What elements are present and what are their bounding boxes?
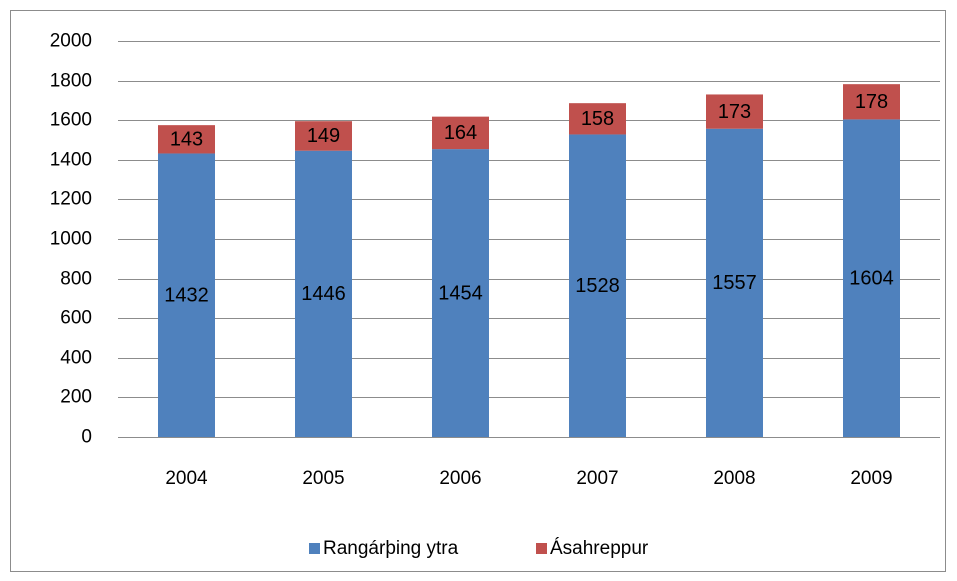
bar-segment <box>158 153 215 438</box>
y-tick-label: 800 <box>60 269 92 290</box>
legend-swatch <box>309 543 320 554</box>
x-tick-label: 2004 <box>165 468 208 489</box>
data-label: 173 <box>718 101 751 123</box>
bar-segment <box>432 116 489 150</box>
data-label: 1528 <box>575 275 620 297</box>
data-label: 1446 <box>301 283 346 305</box>
x-tick-label: 2005 <box>302 468 344 489</box>
y-tick-label: 1400 <box>50 150 92 171</box>
data-label: 1454 <box>438 282 483 304</box>
data-label: 158 <box>581 108 614 130</box>
y-tick-label: 600 <box>60 308 92 329</box>
data-label: 143 <box>170 129 203 151</box>
bar-segment <box>295 121 352 151</box>
y-tick-label: 0 <box>81 427 92 448</box>
x-tick-label: 2009 <box>850 468 892 489</box>
bar-segment <box>432 149 489 437</box>
legend-label: Ásahreppur <box>550 538 649 559</box>
bar-segment <box>843 84 900 120</box>
legend-label: Rangárþing ytra <box>323 538 459 559</box>
bar-segment <box>569 134 626 437</box>
y-tick-label: 1200 <box>50 189 92 210</box>
data-label: 1557 <box>712 272 757 294</box>
data-label: 149 <box>307 125 340 147</box>
data-label: 1604 <box>849 267 894 289</box>
bar-segment <box>706 128 763 438</box>
data-label: 164 <box>444 122 477 144</box>
bar-segment <box>706 94 763 129</box>
bar-segment <box>295 150 352 437</box>
x-tick-label: 2008 <box>713 468 755 489</box>
y-tick-label: 2000 <box>50 31 92 52</box>
y-tick-label: 400 <box>60 348 92 369</box>
x-tick-label: 2006 <box>439 468 481 489</box>
legend-swatch <box>536 543 547 554</box>
data-label: 1432 <box>164 285 209 307</box>
bar-segment <box>569 103 626 135</box>
bar-segment <box>158 125 215 154</box>
y-tick-label: 1000 <box>50 229 92 250</box>
x-tick-label: 2007 <box>576 468 618 489</box>
bar-segment <box>843 119 900 438</box>
y-tick-label: 1600 <box>50 110 92 131</box>
data-label: 178 <box>855 91 888 113</box>
y-tick-label: 1800 <box>50 71 92 92</box>
y-tick-label: 200 <box>60 387 92 408</box>
